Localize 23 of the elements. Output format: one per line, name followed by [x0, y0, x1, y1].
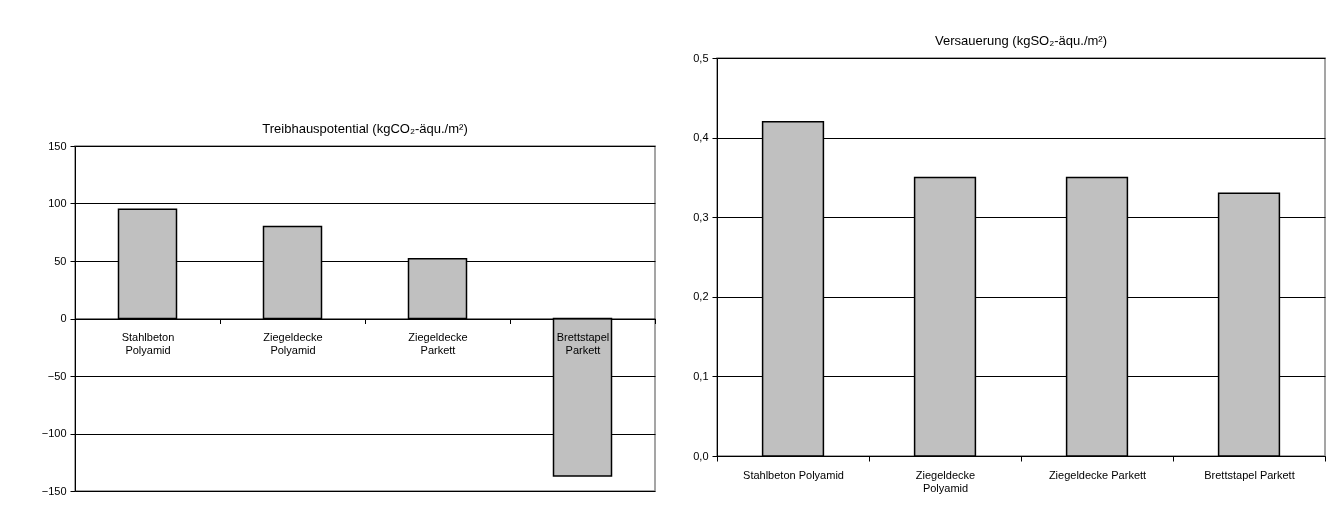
x-tick-label: Stahlbeton Polyamid: [121, 331, 175, 356]
x-tick-label: Brettstapel Parkett: [556, 331, 610, 356]
x-tick-label: Ziegeldecke Parkett: [1048, 468, 1147, 481]
y-tick-label: 0,5: [693, 51, 709, 64]
y-tick-label: 0: [60, 312, 67, 324]
x-tick-label: Stahlbeton Polyamid: [743, 468, 844, 481]
y-tick-label: −50: [47, 369, 67, 382]
y-tick-label: 0,0: [693, 449, 709, 462]
y-tick-label: 0,1: [693, 369, 709, 382]
y-tick-label: −150: [41, 484, 67, 497]
y-tick-label: −100: [41, 427, 67, 439]
x-tick-label: Ziegeldecke Parkett: [408, 331, 468, 356]
y-tick-label: 0,2: [693, 290, 709, 303]
y-tick-label: 0,3: [693, 210, 709, 223]
x-tick-label: Ziegeldecke Polyamid: [263, 331, 323, 356]
y-tick-label: 50: [54, 254, 67, 267]
x-tick-label: Ziegeldecke Polyamid: [915, 468, 976, 494]
x-tick-label: Brettstapel Parkett: [1204, 468, 1295, 481]
y-tick-label: 0,4: [693, 131, 709, 144]
chart-title: Treibhauspotential (kgCO₂-äqu./m²): [262, 121, 468, 136]
y-tick-label: 150: [48, 139, 67, 152]
chart-title: Versauerung (kgSO₂-äqu./m²): [935, 33, 1107, 48]
y-tick-label: 100: [48, 197, 67, 209]
